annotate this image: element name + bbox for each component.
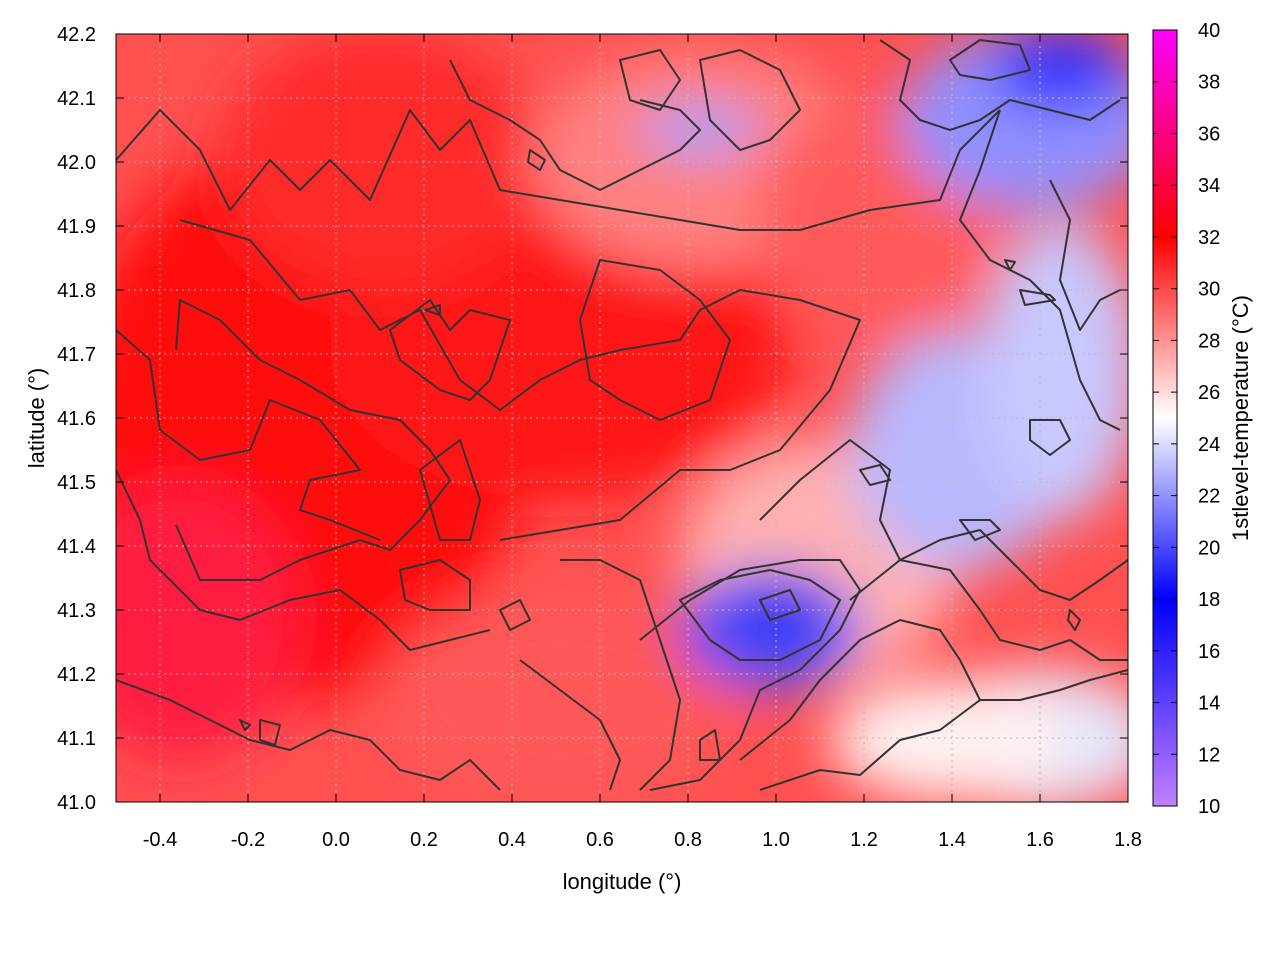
contour-line [759, 439, 1128, 601]
colorbar-gradient [1152, 29, 1178, 807]
colorbar-tick-label: 12 [1198, 744, 1220, 766]
contour-line [519, 659, 621, 791]
contour-line [175, 299, 451, 581]
contour-line [424, 304, 441, 316]
contour-line [739, 619, 1128, 761]
contour-line [179, 219, 861, 541]
contour-line [560, 559, 681, 791]
contour-line [639, 559, 861, 791]
colorbar-tick-label: 26 [1198, 382, 1220, 404]
x-tick-label: 1.4 [938, 829, 966, 851]
colorbar-tick-label: 36 [1198, 123, 1220, 145]
y-axis-label: latitude (°) [24, 368, 49, 469]
colorbar-tick-label: 10 [1198, 796, 1220, 818]
contour-line [1067, 609, 1081, 631]
y-tick-label: 42.0 [57, 152, 96, 174]
contour-line [449, 59, 701, 191]
contour-line [239, 719, 251, 731]
contour-line [1004, 259, 1016, 271]
x-tick-label: 0.0 [322, 829, 350, 851]
y-tick-label: 41.5 [57, 472, 96, 494]
contour-lines [116, 39, 1128, 791]
contour-line [959, 109, 1121, 431]
contour-line [699, 49, 801, 151]
contour-line [699, 729, 721, 761]
contour-line [1049, 179, 1121, 331]
y-tick-label: 41.9 [57, 216, 96, 238]
colorbar-label: 1stlevel-temperature (°C) [1228, 295, 1253, 541]
contour-line [399, 559, 471, 611]
y-tick-label: 41.6 [57, 408, 96, 430]
contour-line [419, 439, 481, 541]
colorbar-tick-label: 16 [1198, 641, 1220, 663]
contour-line [679, 569, 841, 661]
x-axis-label: longitude (°) [563, 869, 682, 894]
contour-line [116, 329, 381, 541]
x-tick-label: 1.2 [850, 829, 878, 851]
x-tick-label: 1.6 [1026, 829, 1054, 851]
x-tick-label: 1.0 [762, 829, 790, 851]
contour-line [259, 719, 281, 746]
contour-line [499, 599, 531, 631]
colorbar-tick-label: 20 [1198, 537, 1220, 559]
y-tick-label: 42.1 [57, 88, 96, 110]
colorbar-tick-label: 22 [1198, 486, 1220, 508]
contour-line [849, 559, 1128, 661]
colorbar-tick-label: 28 [1198, 330, 1220, 352]
x-tick-label: 1.8 [1114, 829, 1142, 851]
y-tick-label: 41.0 [57, 792, 96, 814]
y-tick-label: 41.3 [57, 600, 96, 622]
colorbar-ticks: 10 12 14 16 18 20 22 24 26 28 30 32 34 36 38 40 [1153, 20, 1220, 818]
contour-line [116, 679, 501, 791]
x-tick-label: 0.2 [410, 829, 438, 851]
colorbar-tick-label: 24 [1198, 434, 1220, 456]
contour-line [116, 469, 491, 651]
y-axis: 41.0 41.1 41.2 41.3 41.4 41.5 41.6 41.7 41.8 41.9… [57, 24, 1128, 814]
y-tick-label: 41.1 [57, 728, 96, 750]
contour-line [879, 39, 1121, 131]
y-tick-label: 41.8 [57, 280, 96, 302]
heatmap-field [116, 34, 1128, 802]
y-tick-label: 41.4 [57, 536, 96, 558]
x-tick-label: -0.2 [231, 829, 265, 851]
contour-line [116, 109, 1001, 231]
y-tick-label: 42.2 [57, 24, 96, 46]
contour-line [527, 149, 546, 171]
colorbar-tick-label: 18 [1198, 589, 1220, 611]
contour-line [949, 39, 1031, 81]
contour-line [579, 259, 731, 421]
colorbar-tick-label: 38 [1198, 72, 1220, 94]
contour-line [1019, 289, 1056, 306]
x-tick-label: 0.6 [586, 829, 614, 851]
x-tick-label: 0.4 [498, 829, 526, 851]
contour-line [1029, 419, 1071, 456]
contour-line [859, 464, 891, 486]
contour-line [759, 699, 981, 791]
y-tick-label: 41.7 [57, 344, 96, 366]
colorbar-tick-label: 34 [1198, 175, 1220, 197]
colorbar: 10 12 14 16 18 20 22 24 26 28 30 32 34 36 38 40 1stleve… [1152, 20, 1253, 818]
colorbar-tick-label: 32 [1198, 227, 1220, 249]
y-tick-label: 41.2 [57, 664, 96, 686]
colorbar-tick-label: 30 [1198, 279, 1220, 301]
contour-line [619, 49, 681, 111]
x-tick-label: -0.4 [143, 829, 177, 851]
x-tick-label: 0.8 [674, 829, 702, 851]
colorbar-tick-label: 14 [1198, 693, 1220, 715]
grid-lines [116, 34, 1128, 802]
x-axis: -0.4 -0.2 0.0 0.2 0.4 0.6 0.8 1.0 1.2 1.4 1.6 1.8 [143, 34, 1142, 851]
contour-line [759, 589, 801, 621]
colorbar-tick-label: 40 [1198, 20, 1220, 42]
contour-line [959, 519, 1001, 541]
